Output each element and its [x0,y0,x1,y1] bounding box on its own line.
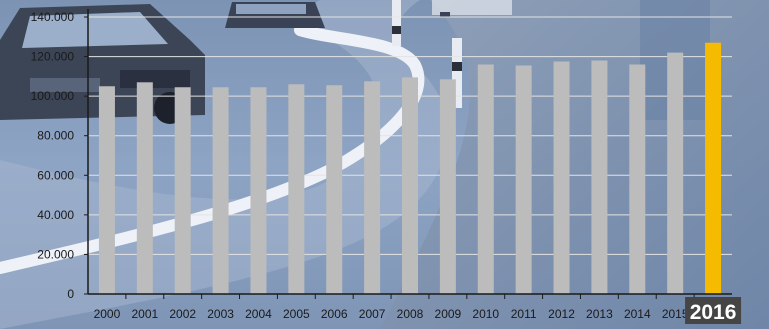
y-tick-label: 60.000 [37,168,74,182]
x-tick-label: 2007 [359,307,386,321]
bars [98,42,722,295]
y-tick-label: 140.000 [31,10,75,24]
bar [174,87,191,294]
bar [629,64,646,294]
y-tick-label: 40.000 [37,208,74,222]
bar [477,64,494,294]
bar [515,65,532,294]
y-tick-label: 120.000 [31,50,75,64]
x-tick-label: 2014 [624,307,651,321]
x-tick-label: 2001 [131,307,158,321]
x-tick-labels: 2000 2001 2002 2003 2004 2005 2006 2007 2008 2009… [94,297,742,324]
x-tick-label: 2003 [207,307,234,321]
x-tick-label: 2000 [94,307,121,321]
x-tick-label-highlight: 2016 [690,301,737,324]
bar [288,84,305,295]
x-tick-label: 2002 [169,307,196,321]
bar [136,82,153,295]
car-distant [432,0,512,17]
x-tick-label: 2004 [245,307,272,321]
highlight-label-badge [685,297,742,324]
x-tick-label: 2010 [472,307,499,321]
axes [84,9,732,299]
bar [591,60,608,295]
bar [439,79,456,294]
x-tick-label: 2009 [435,307,462,321]
car-top [225,2,325,28]
x-tick-label: 2005 [283,307,310,321]
bar [667,52,684,294]
y-tick-label: 80.000 [37,129,74,143]
bar [212,87,229,294]
y-tick-label: 0 [67,287,74,301]
bar [98,86,115,294]
y-tick-labels: 0 20.000 40.000 60.000 80.000 100.000 120.000 1… [31,10,75,301]
bar [553,61,570,295]
x-tick-label: 2015 [662,307,689,321]
bar [326,85,343,294]
gridlines [88,16,732,255]
x-tick-label: 2012 [548,307,575,321]
x-tick-label: 2011 [511,307,537,321]
y-tick-label: 20.000 [37,247,74,261]
x-tick-label: 2006 [321,307,348,321]
x-tick-label: 2008 [397,307,424,321]
bar [250,87,267,294]
y-tick-label: 100.000 [31,89,75,103]
x-tick-label: 2013 [586,307,613,321]
bar-highlight [705,42,722,294]
bar [364,81,381,294]
bar [402,77,418,294]
